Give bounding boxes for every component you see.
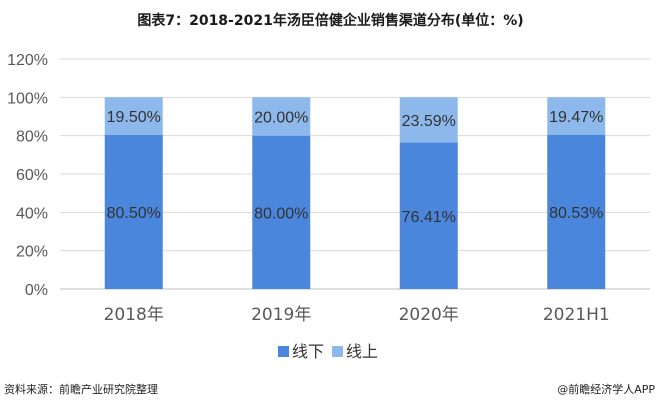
data-label: 19.50% <box>107 109 161 126</box>
bar-segment-online <box>547 97 606 135</box>
publisher-credit: @前瞻经济学人APP <box>557 383 655 396</box>
bar-segment-offline <box>252 135 311 289</box>
legend-swatch-online <box>332 346 343 357</box>
data-label: 20.00% <box>254 110 308 127</box>
y-tick-label: 120% <box>7 52 48 69</box>
data-label: 80.53% <box>549 205 603 222</box>
data-label: 80.50% <box>107 205 161 222</box>
x-tick-label: 2019年 <box>251 305 311 325</box>
x-tick-label: 2020年 <box>399 305 459 325</box>
data-label: 76.41% <box>402 209 456 226</box>
y-tick-label: 100% <box>7 90 48 107</box>
bar-segment-offline <box>104 134 163 289</box>
y-tick-label: 40% <box>16 205 48 222</box>
x-tick-label: 2018年 <box>104 305 164 325</box>
data-source-note: 资料来源：前瞻产业研究院整理 <box>4 383 158 396</box>
bar-segment-online <box>252 97 311 136</box>
data-label: 23.59% <box>402 113 456 130</box>
bar-segment-offline <box>399 142 458 289</box>
legend-label-offline: 线下 <box>292 342 324 361</box>
y-tick-label: 20% <box>16 244 48 261</box>
y-tick-label: 0% <box>25 282 48 299</box>
x-tick-label: 2021H1 <box>543 305 610 325</box>
bar-segment-online <box>399 97 458 143</box>
bar-segment-online <box>104 97 163 135</box>
legend-swatch-offline <box>278 346 289 357</box>
chart-title: 图表7：2018-2021年汤臣倍健企业销售渠道分布(单位：%) <box>137 13 524 29</box>
data-label: 80.00% <box>254 205 308 222</box>
y-tick-label: 80% <box>16 129 48 146</box>
y-tick-label: 60% <box>16 167 48 184</box>
legend-label-online: 线上 <box>346 342 378 361</box>
data-label: 19.47% <box>549 109 603 126</box>
bar-segment-offline <box>547 134 606 289</box>
